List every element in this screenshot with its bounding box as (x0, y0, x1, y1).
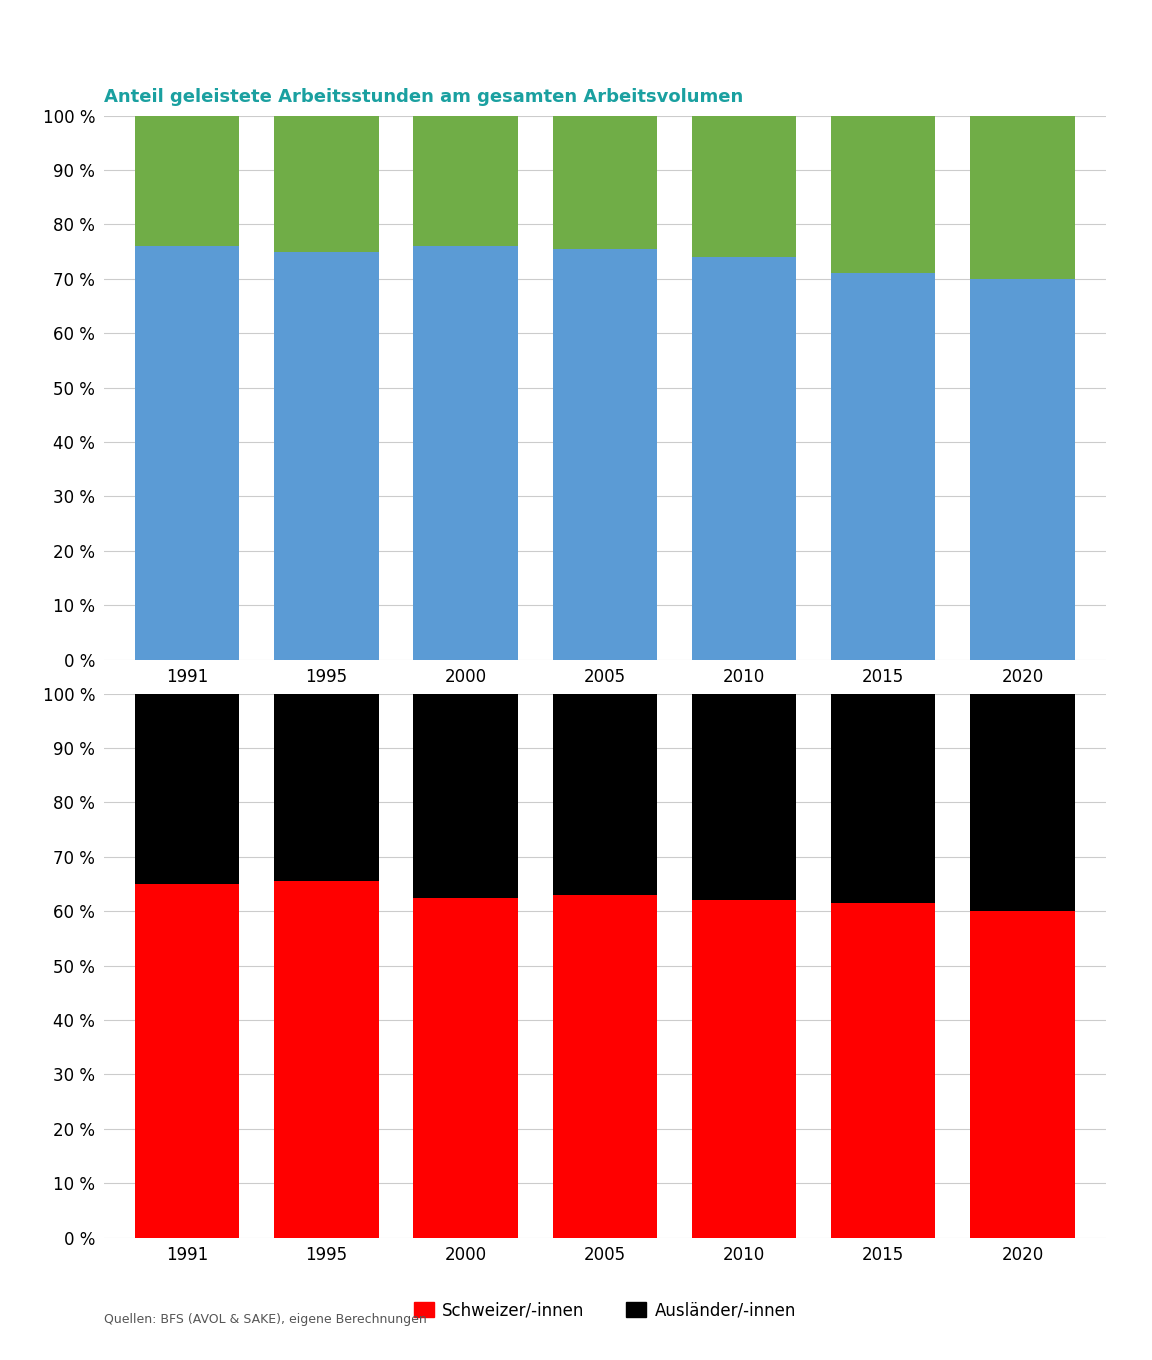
Bar (831, 116, 935, 273)
Bar (692, 694, 796, 900)
Bar (692, 116, 796, 257)
Bar (414, 116, 517, 246)
Bar (135, 884, 240, 1238)
Bar (414, 694, 517, 898)
Bar (831, 694, 935, 903)
Text: Quellen: BFS (AVOL & SAKE), eigene Berechnungen: Quellen: BFS (AVOL & SAKE), eigene Berec… (104, 1312, 426, 1326)
Bar (970, 279, 1075, 660)
Bar (274, 694, 379, 881)
Bar (553, 249, 657, 660)
Bar (274, 116, 379, 252)
Bar (692, 900, 796, 1238)
Bar (135, 246, 240, 660)
Legend: Schweizer/-innen, Ausländer/-innen: Schweizer/-innen, Ausländer/-innen (407, 1295, 803, 1326)
Bar (414, 898, 517, 1238)
Bar (553, 895, 657, 1238)
Bar (553, 116, 657, 249)
Bar (414, 246, 517, 660)
Bar (692, 257, 796, 660)
Bar (274, 252, 379, 660)
Bar (970, 116, 1075, 279)
Bar (970, 911, 1075, 1238)
Bar (553, 694, 657, 895)
Text: Anteil geleistete Arbeitsstunden am gesamten Arbeitsvolumen: Anteil geleistete Arbeitsstunden am gesa… (104, 87, 743, 106)
Legend: Männer, Frauen: Männer, Frauen (490, 717, 720, 748)
Bar (970, 694, 1075, 911)
Bar (831, 903, 935, 1238)
Bar (831, 273, 935, 660)
Bar (274, 881, 379, 1238)
Bar (135, 116, 240, 246)
Bar (135, 694, 240, 884)
